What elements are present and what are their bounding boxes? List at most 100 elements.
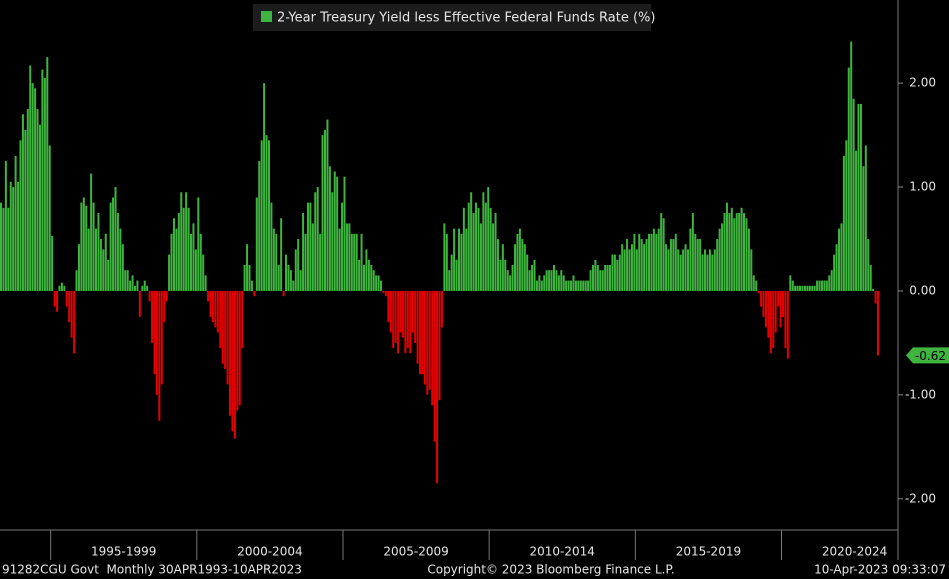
bar: [460, 233, 463, 291]
bar: [226, 290, 229, 385]
bar: [684, 244, 687, 291]
bar: [552, 265, 555, 291]
bar: [138, 290, 141, 317]
bar: [543, 275, 546, 291]
bar: [650, 233, 653, 291]
bar: [609, 265, 612, 291]
bar: [277, 265, 280, 291]
bar: [207, 290, 210, 302]
bar: [197, 197, 200, 291]
bar: [129, 280, 132, 291]
x-tick-label: 2010-2014: [530, 545, 595, 559]
bar: [772, 290, 775, 349]
last-value-box: [906, 347, 949, 364]
bar: [701, 254, 704, 291]
bar: [12, 187, 15, 291]
bar: [511, 265, 514, 291]
bar: [287, 265, 290, 291]
bar: [745, 218, 748, 291]
bar: [662, 218, 665, 291]
bar: [611, 254, 614, 291]
bar: [70, 290, 73, 338]
bar: [148, 290, 151, 302]
bar: [102, 249, 105, 291]
bar: [116, 213, 119, 291]
bar: [170, 233, 173, 291]
bar: [380, 280, 383, 291]
bar: [231, 290, 234, 432]
bar: [738, 213, 741, 291]
bar: [633, 233, 636, 291]
bar: [677, 249, 680, 291]
bar: [735, 213, 738, 291]
bar: [743, 213, 746, 291]
bar: [275, 233, 278, 291]
bar: [679, 254, 682, 291]
bar: [606, 265, 609, 291]
bar: [501, 244, 504, 291]
bar: [613, 254, 616, 291]
bar: [82, 197, 85, 291]
bar: [350, 233, 353, 291]
bar: [504, 259, 507, 291]
bar: [326, 119, 329, 291]
bar: [794, 285, 797, 291]
bar: [443, 223, 446, 291]
bar: [358, 259, 361, 291]
bar: [204, 275, 207, 291]
bar: [365, 249, 368, 291]
bar: [852, 98, 855, 291]
bar: [847, 67, 850, 291]
y-tick-label: -1.00: [905, 387, 936, 401]
bar: [699, 239, 702, 291]
bar: [9, 181, 12, 291]
bar: [706, 254, 709, 291]
bar: [345, 223, 348, 291]
bar: [80, 202, 83, 291]
bar: [304, 233, 307, 291]
bar: [36, 109, 39, 291]
bar: [499, 259, 502, 291]
bar: [58, 285, 61, 291]
bar: [367, 259, 370, 291]
bar: [672, 239, 675, 291]
bar: [777, 290, 780, 307]
bar: [68, 290, 71, 323]
bar: [109, 202, 112, 291]
bar: [823, 280, 826, 291]
bar: [341, 202, 344, 291]
bar: [411, 290, 414, 333]
bar: [591, 265, 594, 291]
bar: [397, 290, 400, 354]
bar: [384, 290, 387, 297]
x-tick-label: 2015-2019: [676, 545, 741, 559]
bar: [209, 290, 212, 317]
bar: [406, 290, 409, 349]
bar: [158, 290, 161, 421]
bar: [674, 233, 677, 291]
bar: [857, 103, 860, 291]
bar: [112, 197, 115, 291]
bar: [540, 280, 543, 291]
bar: [370, 265, 373, 291]
bar: [704, 249, 707, 291]
bar: [616, 259, 619, 291]
bar: [160, 290, 163, 385]
bar: [85, 205, 88, 291]
legend-swatch: [261, 11, 272, 22]
bar: [526, 254, 529, 291]
bar: [728, 213, 731, 291]
bar: [348, 223, 351, 291]
bar: [548, 270, 551, 291]
bar: [740, 207, 743, 291]
bar: [401, 290, 404, 338]
bar: [202, 254, 205, 291]
bar: [470, 192, 473, 291]
bar: [336, 176, 339, 291]
bar: [467, 202, 470, 291]
bar: [721, 223, 724, 291]
bar: [859, 103, 862, 291]
bar: [867, 239, 870, 291]
bar: [375, 275, 378, 291]
